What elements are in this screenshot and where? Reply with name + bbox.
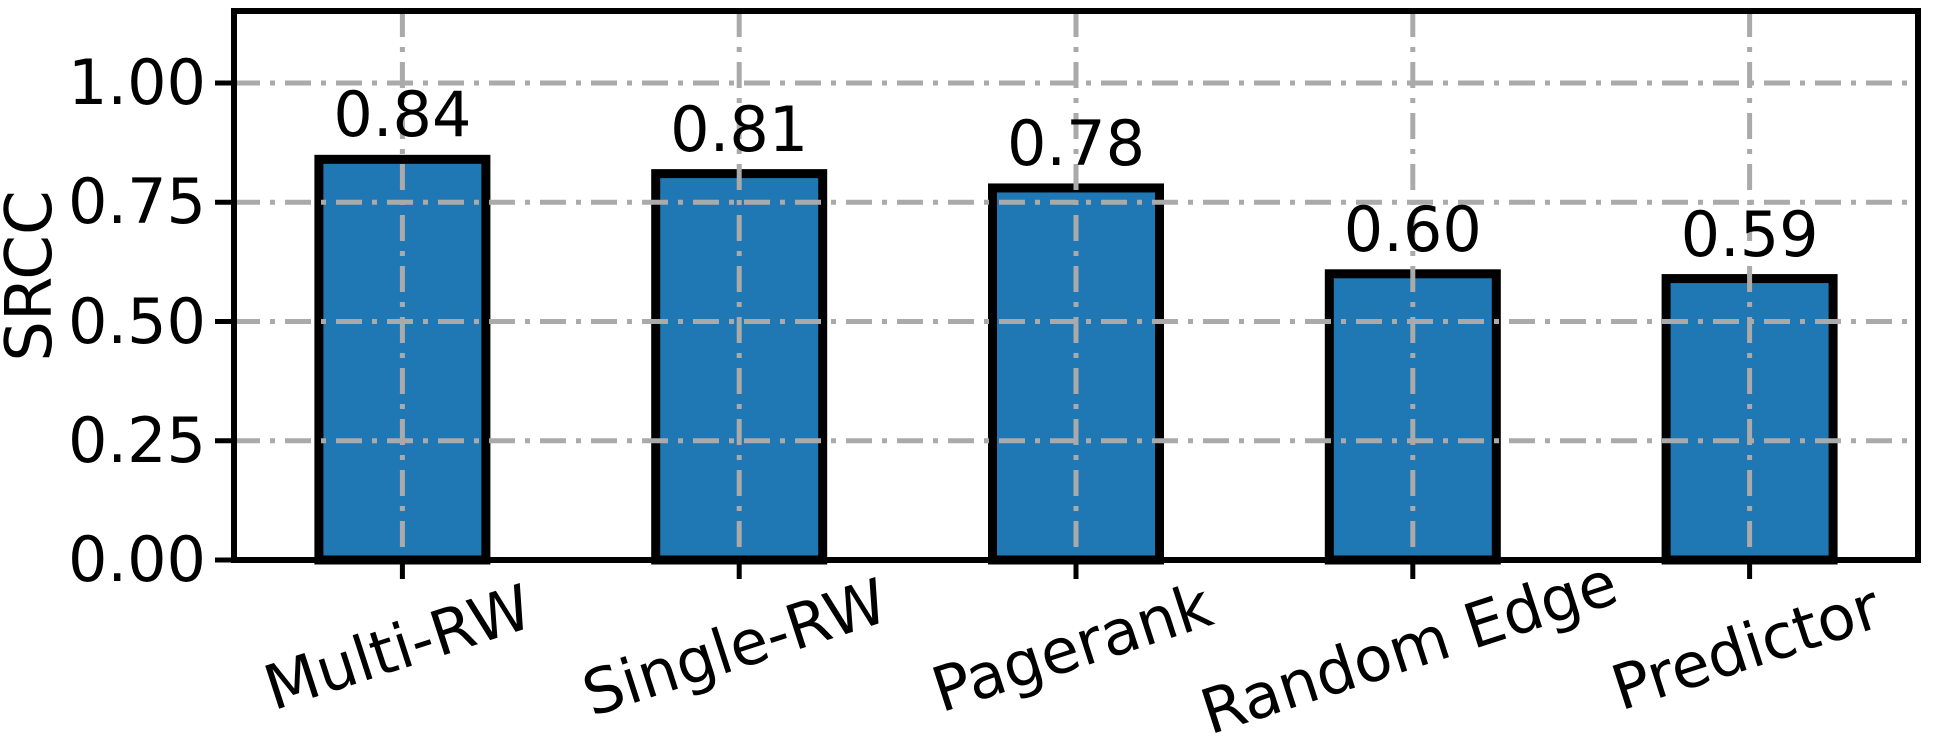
y-tick-label-2: 0.50 (67, 284, 206, 358)
bar-value-label-0: 0.84 (333, 78, 472, 152)
y-tick-label-1: 0.25 (67, 403, 206, 477)
bar-value-label-1: 0.81 (670, 92, 809, 166)
bar-value-label-4: 0.59 (1680, 197, 1819, 271)
bar-3 (1324, 269, 1501, 565)
y-tick-label-3: 0.75 (67, 165, 206, 239)
bar-value-label-3: 0.60 (1343, 192, 1482, 266)
y-tick-label-0: 0.00 (67, 523, 206, 596)
y-tick-label-4: 1.00 (67, 46, 206, 119)
bar-value-label-2: 0.78 (1006, 106, 1146, 180)
y-axis-label: SRCC (0, 190, 67, 362)
